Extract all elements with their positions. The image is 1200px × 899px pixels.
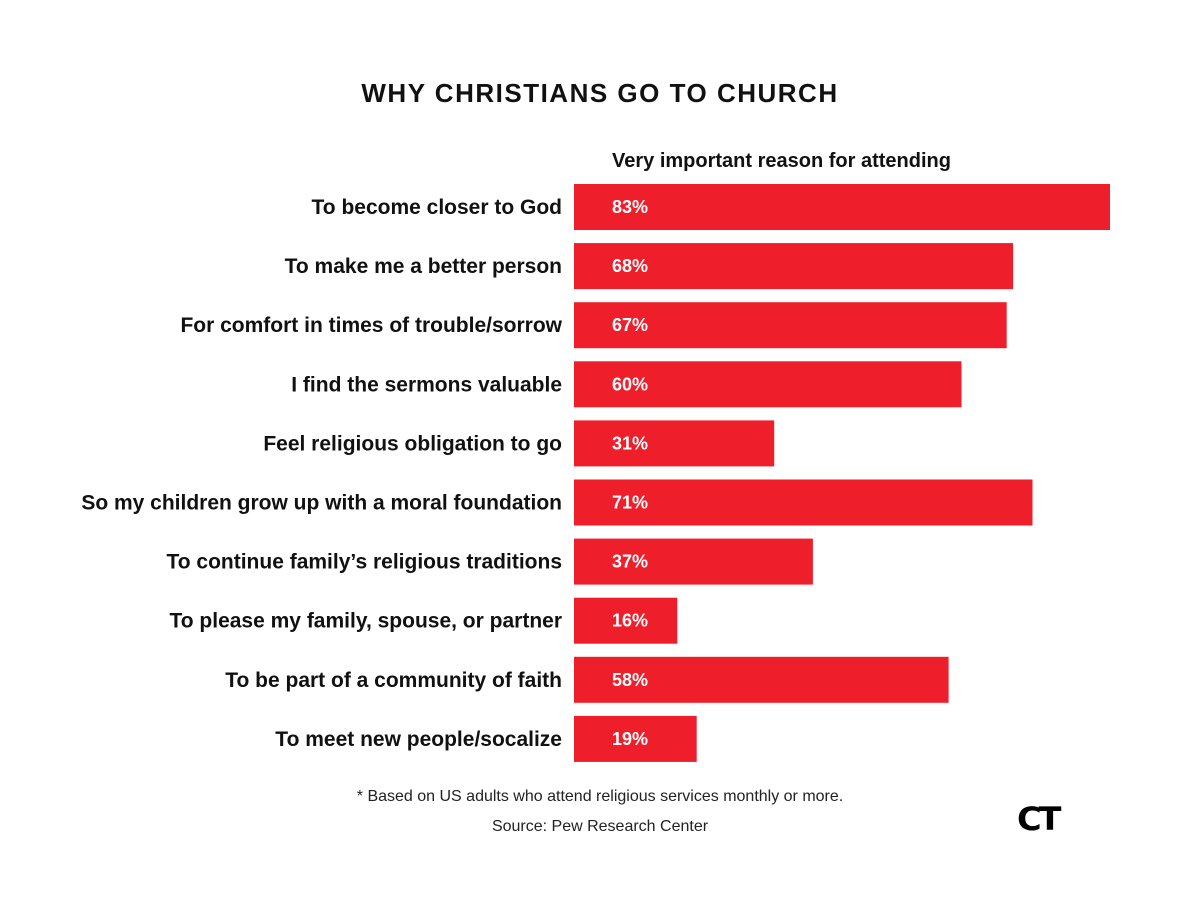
bar-1 xyxy=(574,184,1110,230)
value-label-3: 67% xyxy=(612,315,648,335)
ct-logo: CT xyxy=(1017,800,1061,838)
value-label-7: 37% xyxy=(612,552,648,572)
category-label-5: Feel religious obligation to go xyxy=(263,432,562,455)
bar-9 xyxy=(574,656,949,703)
chart-title: WHY CHRISTIANS GO TO CHURCH xyxy=(361,78,839,108)
bar-7 xyxy=(574,538,813,585)
value-label-2: 68% xyxy=(612,256,648,276)
value-label-6: 71% xyxy=(612,493,648,513)
bar-3 xyxy=(574,302,1007,349)
category-label-8: To please my family, spouse, or partner xyxy=(169,610,562,633)
bar-8 xyxy=(574,597,678,644)
source-note: Source: Pew Research Center xyxy=(491,818,709,835)
bar-4 xyxy=(574,361,962,408)
footnote: * Based on US adults who attend religiou… xyxy=(356,788,844,805)
category-label-9: To be part of a community of faith xyxy=(225,669,562,692)
value-label-10: 19% xyxy=(612,729,648,749)
value-label-1: 83% xyxy=(612,197,648,217)
category-label-1: To become closer to God xyxy=(312,196,562,219)
category-label-7: To continue family’s religious tradition… xyxy=(166,551,562,574)
value-label-8: 16% xyxy=(612,611,648,631)
category-label-2: To make me a better person xyxy=(285,255,562,278)
category-label-4: I find the sermons valuable xyxy=(291,373,562,396)
category-label-10: To meet new people/socalize xyxy=(275,728,562,751)
chart-subtitle: Very important reason for attending xyxy=(612,150,951,172)
category-label-6: So my children grow up with a moral foun… xyxy=(81,492,562,515)
bar-2 xyxy=(574,243,1014,290)
bar-5 xyxy=(574,420,775,467)
value-label-9: 58% xyxy=(612,670,648,690)
bar-6 xyxy=(574,479,1033,526)
value-label-4: 60% xyxy=(612,374,648,394)
category-label-3: For comfort in times of trouble/sorrow xyxy=(180,314,562,337)
value-label-5: 31% xyxy=(612,433,648,453)
bar-10 xyxy=(574,715,697,762)
